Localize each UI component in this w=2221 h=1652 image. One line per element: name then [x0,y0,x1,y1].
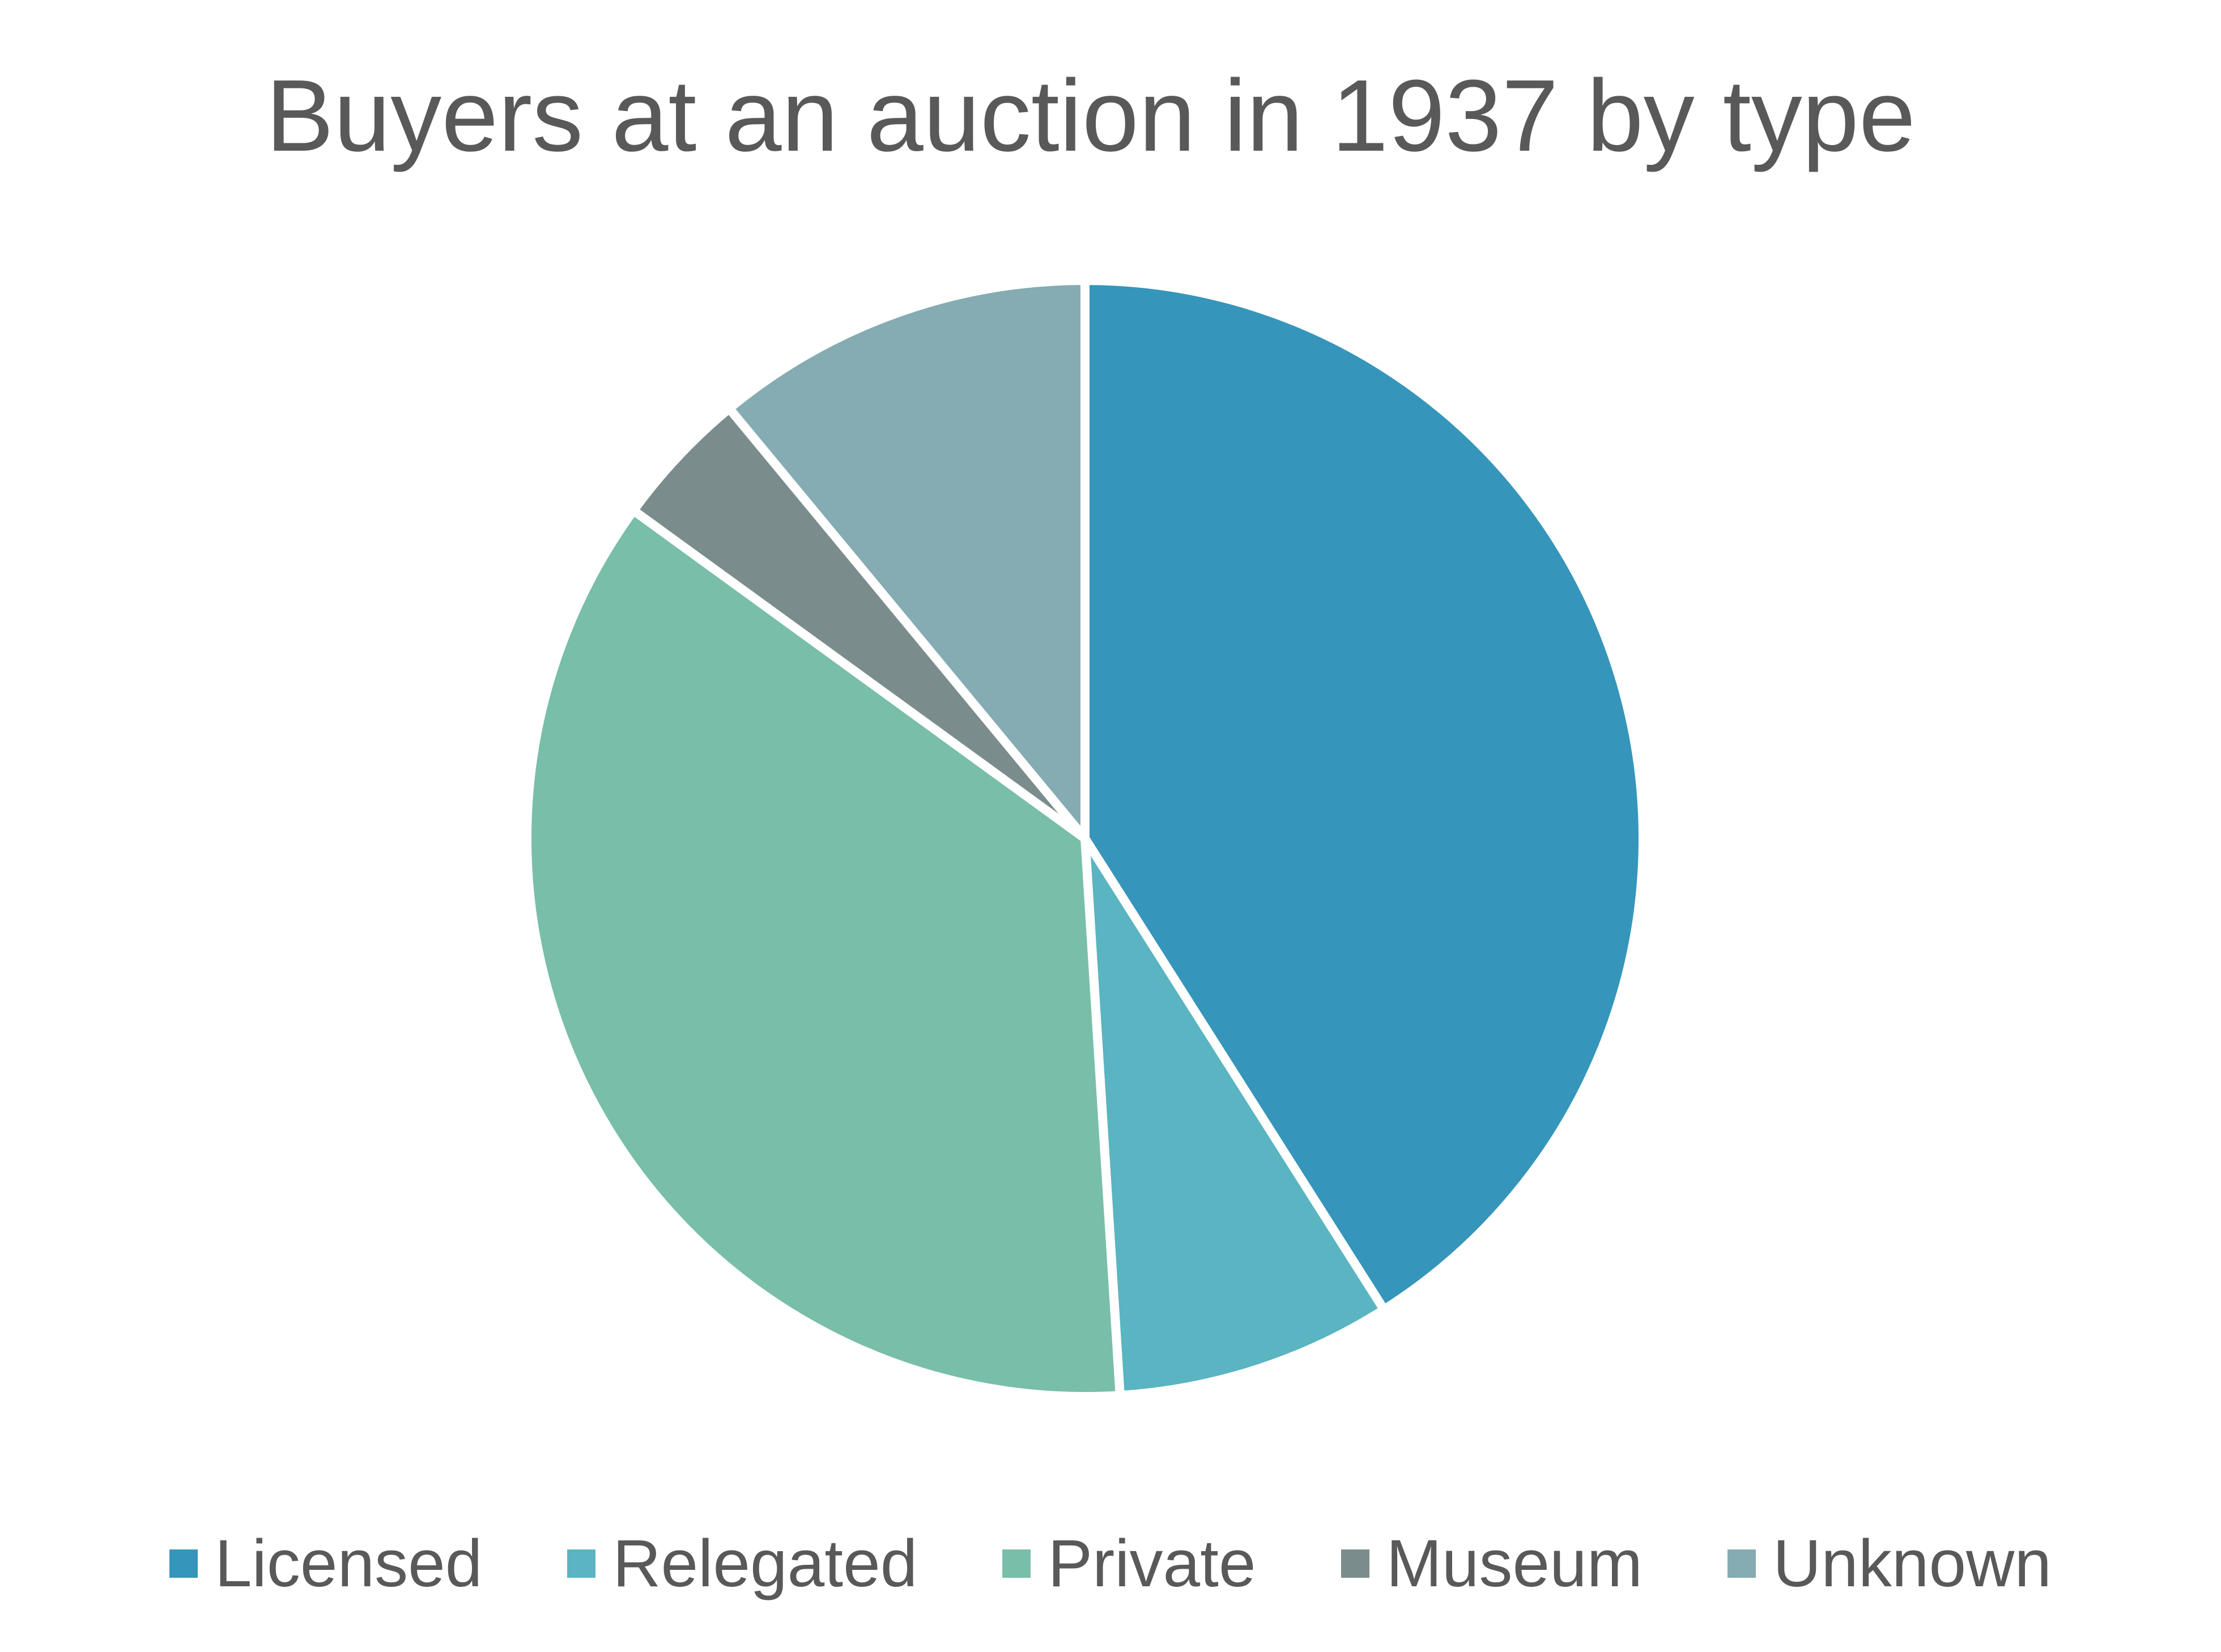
legend-label: Licensed [214,1526,483,1601]
pie-slice-relegated [1080,834,1389,1400]
legend-swatch [567,1549,596,1578]
legend: Licensed Relegated Private Museum Unknow… [0,1524,2221,1603]
legend-item-unknown: Unknown [1728,1524,2052,1603]
pie-slice-museum [629,404,1090,843]
legend-item-relegated: Relegated [567,1524,917,1603]
pie-slices [522,276,1648,1401]
legend-item-museum: Museum [1341,1524,1643,1603]
legend-swatch [1002,1549,1031,1578]
legend-swatch [169,1549,198,1578]
legend-label: Private [1048,1526,1256,1601]
legend-item-private: Private [1002,1524,1256,1603]
pie-slice-unknown [725,276,1090,843]
pie-slice-private [522,506,1125,1401]
legend-swatch [1728,1549,1756,1578]
legend-item-licensed: Licensed [169,1524,482,1603]
chart-title: Buyers at an auction in 1937 by type [266,59,1916,173]
legend-swatch [1341,1549,1369,1578]
legend-label: Relegated [612,1526,918,1601]
legend-label: Unknown [1773,1526,2052,1601]
legend-label: Museum [1386,1526,1643,1601]
